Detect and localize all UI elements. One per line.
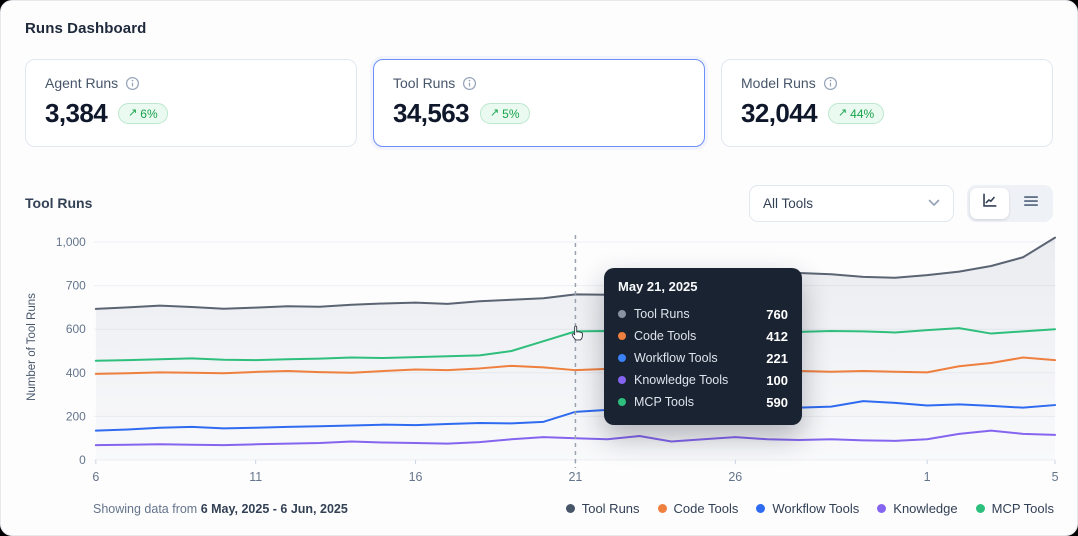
tooltip-row: Tool Runs 760: [618, 303, 788, 325]
table-view-button[interactable]: [1011, 188, 1050, 219]
line-chart-icon: [981, 192, 998, 214]
tooltip-series-value: 590: [766, 394, 788, 410]
list-icon: [1023, 193, 1039, 214]
tools-filter-value: All Tools: [763, 195, 814, 211]
x-tick-label: 26: [728, 470, 742, 484]
legend-item-workflow-tools[interactable]: Workflow Tools: [756, 501, 859, 516]
tooltip-row: Workflow Tools 221: [618, 347, 788, 369]
tooltip-series-value: 412: [766, 328, 788, 344]
legend-label: Code Tools: [673, 501, 739, 516]
stat-value: 34,563: [393, 98, 470, 128]
y-tick-label: 200: [66, 409, 86, 423]
tooltip-row: Knowledge Tools 100: [618, 369, 788, 391]
legend-dot: [975, 504, 985, 513]
stat-value: 3,384: [45, 98, 108, 128]
x-tick-label: 5: [1052, 470, 1059, 484]
legend-label: Tool Runs: [581, 501, 640, 516]
date-range-note: Showing data from 6 May, 2025 - 6 Jun, 2…: [93, 502, 348, 516]
tooltip-row: Code Tools 412: [618, 325, 788, 347]
chart-footer: Showing data from 6 May, 2025 - 6 Jun, 2…: [93, 501, 1054, 516]
chart-tooltip: May 21, 2025 Tool Runs 760 Code Tools 412 …: [604, 268, 802, 425]
tool-runs-chart[interactable]: Number of Tool Runs 0 200 400 600 700 1,000 6 1…: [1, 229, 1077, 491]
tools-filter-dropdown[interactable]: All Tools: [749, 184, 954, 222]
legend-item-mcp-tools[interactable]: MCP Tools: [975, 501, 1054, 516]
trend-delta: 6%: [140, 106, 158, 121]
chart-legend: Tool Runs Code Tools Workflow Tools Know…: [565, 501, 1054, 516]
trend-up-icon: ↗: [837, 107, 848, 119]
legend-label: Knowledge: [893, 501, 958, 516]
legend-dot: [657, 504, 667, 513]
tooltip-series-name: Workflow Tools: [634, 351, 718, 365]
x-tick-label: 21: [569, 470, 583, 484]
y-tick-label: 700: [66, 279, 86, 293]
trend-badge: ↗ 5%: [479, 103, 530, 124]
legend-item-code-tools[interactable]: Code Tools: [657, 501, 739, 516]
date-range-prefix: Showing data from: [93, 501, 198, 516]
legend-label: Workflow Tools: [772, 501, 860, 516]
tooltip-series-value: 100: [766, 372, 788, 388]
tooltip-series-name: Code Tools: [634, 329, 697, 343]
y-tick-label: 600: [66, 322, 86, 336]
stat-label: Model Runs: [741, 75, 816, 91]
trend-up-icon: ↗: [489, 107, 500, 119]
stat-card-tool-runs[interactable]: Tool Runs 34,563 ↗ 5%: [373, 59, 705, 147]
chart-canvas[interactable]: 0 200 400 600 700 1,000 6 11 16 21 26 1 5: [1, 229, 1077, 491]
trend-badge: ↗ 6%: [118, 103, 168, 124]
trend-badge: ↗ 44%: [827, 103, 885, 124]
series-dot: [618, 332, 626, 340]
tooltip-row: MCP Tools 590: [618, 391, 788, 413]
info-icon[interactable]: [823, 76, 838, 91]
tooltip-series-name: Knowledge Tools: [634, 373, 729, 387]
legend-item-knowledge[interactable]: Knowledge: [877, 501, 958, 516]
trend-delta: 44%: [850, 106, 875, 121]
x-tick-label: 1: [924, 470, 931, 484]
stat-label: Agent Runs: [45, 75, 119, 91]
view-toggle-group: [967, 184, 1053, 222]
x-tick-label: 6: [92, 470, 99, 484]
legend-item-tool-runs[interactable]: Tool Runs: [565, 501, 640, 516]
chevron-down-icon: [928, 199, 940, 207]
stat-card-model-runs[interactable]: Model Runs 32,044 ↗ 44%: [721, 59, 1053, 147]
chart-section-header: Tool Runs All Tools: [25, 184, 1053, 222]
stat-value: 32,044: [741, 98, 818, 128]
date-range-value: 6 May, 2025 - 6 Jun, 2025: [200, 501, 348, 516]
series-dot: [618, 354, 626, 362]
series-dot: [618, 376, 626, 384]
x-tick-label: 16: [409, 470, 423, 484]
tooltip-series-name: Tool Runs: [634, 307, 690, 321]
x-tick-label: 11: [249, 470, 262, 484]
info-icon[interactable]: [125, 76, 140, 91]
mouse-pointer-icon: [571, 325, 583, 341]
legend-dot: [756, 504, 766, 513]
trend-up-icon: ↗: [128, 107, 138, 119]
stat-cards-row: Agent Runs 3,384 ↗ 6% Tool Runs 34,563 ↗ 5…: [25, 59, 1053, 147]
tooltip-series-value: 760: [766, 306, 788, 322]
tooltip-date: May 21, 2025: [618, 279, 698, 294]
page-title: Runs Dashboard: [25, 20, 147, 37]
series-line-code-tools: [94, 356, 1057, 375]
series-dot: [618, 310, 626, 318]
stat-card-agent-runs[interactable]: Agent Runs 3,384 ↗ 6%: [25, 59, 357, 147]
legend-dot: [565, 504, 575, 513]
y-tick-label: 0: [79, 453, 86, 467]
tooltip-series-name: MCP Tools: [634, 395, 694, 409]
chart-view-button[interactable]: [970, 187, 1009, 219]
chart-section-title: Tool Runs: [25, 195, 93, 211]
trend-delta: 5%: [502, 106, 520, 121]
info-icon[interactable]: [462, 76, 477, 91]
legend-dot: [877, 504, 887, 513]
tooltip-series-value: 221: [766, 350, 788, 366]
y-tick-label: 400: [66, 366, 86, 380]
legend-label: MCP Tools: [991, 501, 1054, 516]
y-tick-label: 1,000: [56, 235, 86, 249]
stat-label: Tool Runs: [393, 75, 456, 91]
series-dot: [618, 398, 626, 406]
